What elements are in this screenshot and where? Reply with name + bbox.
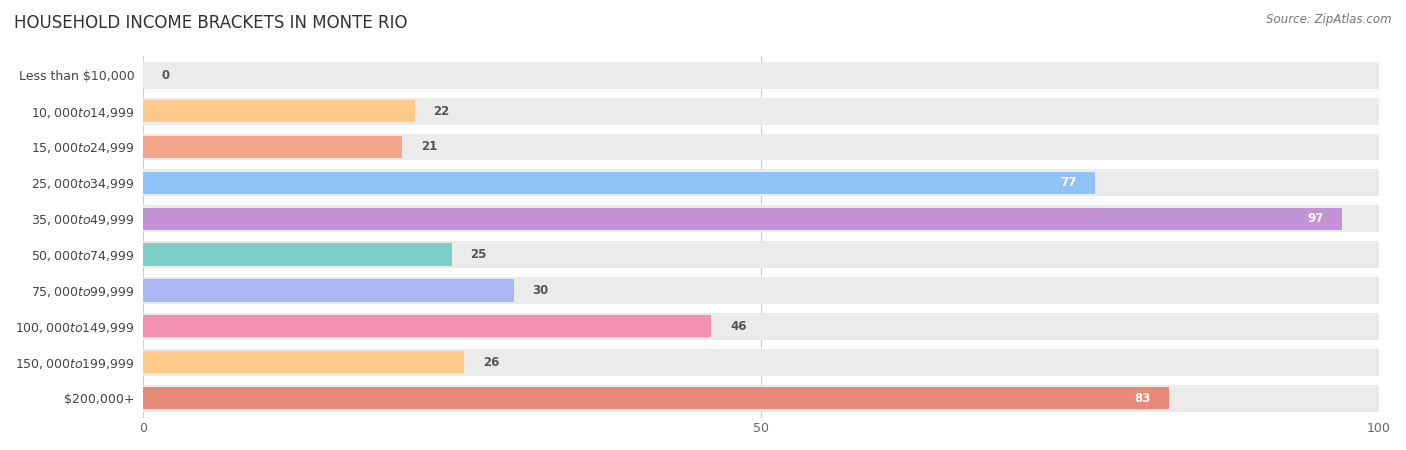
Text: 46: 46	[730, 320, 747, 333]
Bar	[143, 100, 415, 122]
Bar	[143, 136, 402, 158]
Bar	[143, 349, 1379, 376]
Text: 83: 83	[1135, 392, 1150, 405]
Bar	[143, 243, 451, 266]
Text: 77: 77	[1060, 176, 1076, 189]
Text: 0: 0	[162, 69, 169, 82]
Text: 21: 21	[420, 140, 437, 153]
Bar	[143, 207, 1341, 230]
Bar	[143, 62, 1379, 89]
Bar	[143, 351, 464, 374]
Bar	[143, 279, 513, 302]
Bar	[143, 205, 1379, 232]
Bar	[143, 169, 1379, 196]
Bar	[143, 385, 1379, 412]
Bar	[143, 315, 711, 338]
Text: 30: 30	[533, 284, 548, 297]
Bar	[143, 313, 1379, 340]
Text: 25: 25	[471, 248, 486, 261]
Text: 97: 97	[1308, 212, 1323, 225]
Text: 22: 22	[433, 104, 450, 117]
Bar	[143, 387, 1168, 409]
Bar	[143, 134, 1379, 161]
Text: HOUSEHOLD INCOME BRACKETS IN MONTE RIO: HOUSEHOLD INCOME BRACKETS IN MONTE RIO	[14, 14, 408, 32]
Text: 26: 26	[482, 356, 499, 369]
Bar	[143, 277, 1379, 304]
Bar	[143, 98, 1379, 125]
Text: Source: ZipAtlas.com: Source: ZipAtlas.com	[1267, 14, 1392, 27]
Bar	[143, 241, 1379, 268]
Bar	[143, 172, 1095, 194]
